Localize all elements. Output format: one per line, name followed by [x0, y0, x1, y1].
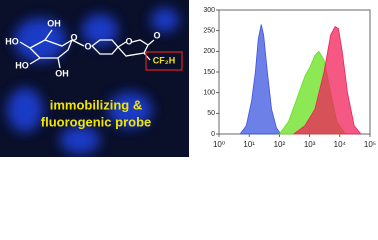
atom-label: O [70, 32, 77, 42]
y-tick-label: 50 [207, 110, 215, 117]
area [292, 25, 362, 135]
y-tick-label: 250 [203, 28, 215, 35]
atom-label: OH [47, 18, 61, 28]
y-tick-label: 200 [203, 48, 215, 55]
area [239, 24, 282, 135]
x-tick-label: 10³ [304, 140, 316, 149]
x-tick-label: 10⁴ [334, 140, 347, 149]
atom-label: HO [5, 36, 19, 46]
atom-label: OH [55, 68, 69, 78]
y-tick-label: 100 [203, 90, 215, 97]
x-tick-label: 10¹ [243, 140, 255, 149]
y-tick-label: 150 [203, 69, 215, 76]
figure: 0 50 100 150 200 250 300 10⁰ 10¹ 10² 10³ 10⁴ 10⁵ HO H… [0, 0, 376, 157]
atom-label: O [125, 36, 132, 46]
micrograph [0, 0, 189, 157]
x-tick-label: 10⁰ [213, 140, 225, 149]
y-tick-label: 0 [211, 131, 215, 138]
atom-label: CF₂H [153, 55, 176, 65]
page: 0 50 100 150 200 250 300 10⁰ 10¹ 10² 10³ 10⁴ 10⁵ HO H… [0, 0, 378, 157]
atom-label: O [153, 30, 160, 40]
caption: fluorogenic probe [41, 114, 152, 129]
y-tick-label: 300 [203, 7, 215, 14]
histogram: 0 50 100 150 200 250 300 10⁰ 10¹ 10² 10³ 10⁴ 10⁵ [203, 7, 376, 149]
caption: immobilizing & [50, 97, 142, 112]
structure [19, 29, 155, 69]
atom-label: O [84, 41, 91, 51]
atom-label: HO [15, 60, 29, 70]
x-tick-label: 10⁵ [364, 140, 376, 149]
x-tick-label: 10² [274, 140, 286, 149]
